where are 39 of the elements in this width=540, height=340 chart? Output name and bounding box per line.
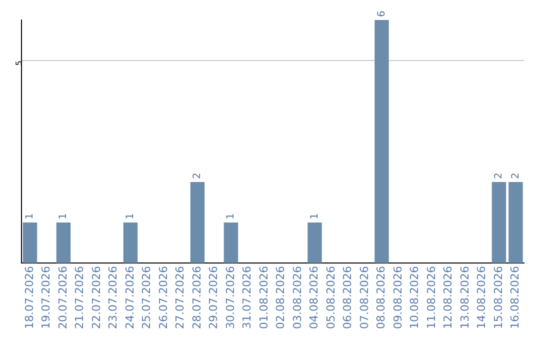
x-tick-label: 22.07.2026 (90, 266, 103, 330)
x-tick-label: 02.08.2026 (274, 266, 288, 330)
x-tick-label: 29.07.2026 (207, 266, 220, 330)
x-tick-label: 09.08.2026 (391, 266, 404, 330)
x-tick-label: 14.08.2026 (475, 266, 488, 330)
x-tick-label: 05.08.2026 (324, 266, 338, 330)
x-tick-label: 10.08.2026 (408, 266, 422, 330)
x-tick-label: 06.08.2026 (341, 266, 354, 330)
x-tick-label: 19.07.2026 (40, 266, 53, 330)
x-tick-label: 24.07.2026 (123, 266, 136, 330)
x-tick-label: 27.07.2026 (174, 266, 187, 330)
x-tick-label: 25.07.2026 (140, 266, 154, 330)
x-tick-label: 21.07.2026 (73, 266, 86, 330)
x-tick-label: 23.07.2026 (106, 266, 120, 330)
x-tick-label: 11.08.2026 (424, 266, 438, 330)
data-label: 1 (309, 213, 320, 220)
x-tick-label: 30.07.2026 (224, 266, 237, 330)
x-tick-label: 12.08.2026 (442, 266, 455, 330)
x-tick-label: 18.07.2026 (22, 266, 36, 330)
x-tick-label: 01.08.2026 (257, 266, 270, 330)
x-tick-label: 26.07.2026 (156, 266, 170, 330)
x-tick-label: 03.08.2026 (290, 266, 304, 330)
x-tick-label: 28.07.2026 (190, 266, 204, 330)
x-tick-label: 15.08.2026 (492, 266, 505, 330)
x-tick-label: 13.08.2026 (458, 266, 472, 330)
x-tick-label: 20.07.2026 (56, 266, 70, 330)
data-label: 1 (58, 213, 70, 220)
x-tick-label: 31.07.2026 (240, 266, 254, 330)
x-tick-label: 04.08.2026 (308, 266, 321, 330)
data-label: 1 (125, 213, 136, 220)
data-label: 6 (376, 10, 388, 17)
data-label: 2 (494, 172, 505, 180)
data-label: 1 (24, 213, 36, 220)
x-tick-label: 08.08.2026 (374, 266, 388, 330)
data-label: 2 (192, 172, 204, 180)
x-tick-label: 16.08.2026 (508, 266, 522, 330)
x-tick-label: 07.08.2026 (358, 266, 371, 330)
data-label: 1 (226, 213, 237, 220)
data-label: 2 (510, 172, 522, 180)
